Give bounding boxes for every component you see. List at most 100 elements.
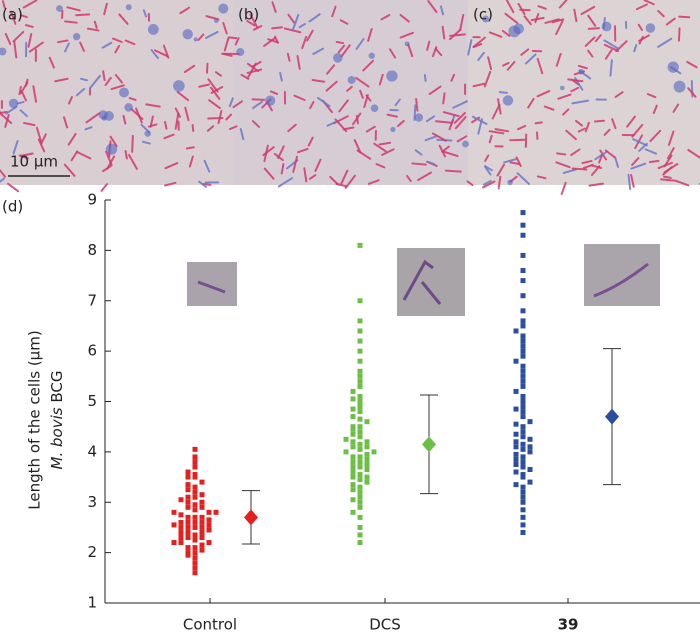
bacterium <box>122 114 127 125</box>
data-point <box>520 318 526 324</box>
data-point <box>364 467 370 473</box>
data-point <box>520 373 526 379</box>
bacterium <box>296 55 301 70</box>
bacterium <box>27 32 33 48</box>
y-tick-label: 1 <box>87 594 97 612</box>
bacterium <box>593 119 605 123</box>
data-point <box>350 414 356 420</box>
bacterium <box>114 74 123 84</box>
bacterium <box>633 44 638 53</box>
stain <box>105 143 118 155</box>
stain <box>559 85 565 91</box>
bacterium <box>672 103 680 113</box>
bacterium <box>277 177 294 188</box>
data-point <box>520 343 526 349</box>
bacterium <box>197 33 205 41</box>
bacterium <box>311 79 326 83</box>
data-point <box>357 472 363 478</box>
bacterium <box>109 135 118 148</box>
bacterium <box>488 31 503 38</box>
data-point <box>520 363 526 369</box>
bacterium <box>54 77 69 83</box>
bacterium <box>135 107 143 124</box>
bacterium <box>75 87 86 97</box>
data-point <box>520 333 526 339</box>
bacterium <box>210 86 221 100</box>
bacterium <box>13 40 18 59</box>
bacterium <box>459 13 465 31</box>
data-point <box>527 479 533 485</box>
bacterium <box>163 133 175 140</box>
stain <box>667 61 679 73</box>
data-point <box>513 388 519 394</box>
bacterium <box>509 161 521 166</box>
bacterium <box>16 101 25 105</box>
data-point <box>185 469 191 475</box>
data-point <box>192 502 198 508</box>
data-point <box>185 535 191 541</box>
bacterium <box>287 123 297 133</box>
data-point <box>199 542 205 548</box>
bacterium <box>686 60 698 69</box>
data-point <box>199 514 205 520</box>
data-point <box>171 509 177 515</box>
data-point <box>357 424 363 430</box>
bacterium <box>494 128 510 133</box>
bacterium <box>570 148 581 156</box>
data-point <box>350 459 356 465</box>
bacterium <box>504 12 519 25</box>
bacterium <box>340 169 349 185</box>
bacterium <box>587 14 597 27</box>
bacterium <box>249 13 259 29</box>
data-point <box>364 479 370 485</box>
bacterium <box>491 104 501 120</box>
stain <box>119 87 129 98</box>
bacterium <box>148 123 158 128</box>
bacterium <box>64 42 70 53</box>
bacterium <box>527 97 535 109</box>
bacterium <box>32 85 38 103</box>
bacterium <box>407 43 414 58</box>
stain <box>173 80 185 92</box>
bacterium <box>687 148 700 159</box>
bacterium <box>551 18 565 24</box>
bacterium <box>557 93 572 100</box>
bacterium <box>154 49 169 58</box>
bacterium <box>314 158 322 172</box>
bacterium <box>293 94 306 101</box>
bacterium <box>297 147 309 154</box>
data-point <box>192 494 198 500</box>
bacterium <box>603 39 619 50</box>
bacterium <box>356 149 372 160</box>
stain <box>414 113 424 122</box>
bacterium <box>555 20 564 36</box>
bacterium <box>359 89 364 99</box>
data-point <box>357 489 363 495</box>
inset <box>397 248 465 316</box>
bacterium <box>57 39 69 44</box>
data-point <box>350 474 356 480</box>
bacterium <box>388 48 397 59</box>
bacterium <box>442 111 460 118</box>
data-point <box>192 519 198 525</box>
bacterium <box>603 128 611 136</box>
stain <box>507 179 513 186</box>
bacterium <box>303 167 308 183</box>
data-point <box>520 474 526 480</box>
data-point <box>364 419 370 425</box>
data-point <box>520 232 526 238</box>
data-point <box>350 469 356 475</box>
data-point <box>199 529 205 535</box>
stain <box>72 33 81 41</box>
data-point <box>520 252 526 258</box>
bacterium <box>174 112 180 130</box>
data-point <box>513 406 519 412</box>
bacterium <box>100 183 108 192</box>
bacterium <box>67 96 73 105</box>
data-point <box>520 404 526 410</box>
data-point <box>520 210 526 216</box>
bacterium <box>176 90 190 102</box>
data-point <box>206 522 212 528</box>
data-point <box>350 454 356 460</box>
bacterium <box>202 183 212 186</box>
